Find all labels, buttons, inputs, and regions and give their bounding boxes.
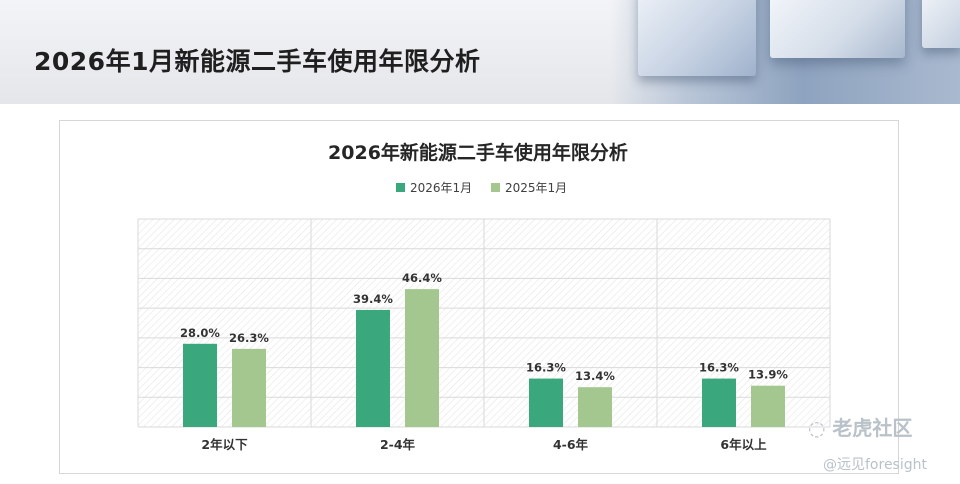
legend-label: 2026年1月: [410, 181, 472, 195]
data-label: 26.3%: [229, 331, 269, 345]
tiger-logo-icon: ◌: [808, 416, 833, 440]
x-tick-label: 2-4年: [380, 437, 416, 452]
legend-swatch: [491, 183, 500, 192]
bar-series-2: [578, 387, 612, 427]
data-label: 46.4%: [402, 271, 442, 285]
x-tick-label: 4-6年: [553, 437, 589, 452]
x-tick-label: 6年以上: [720, 437, 767, 452]
bar-series-2: [405, 289, 439, 427]
x-axis-ticks: 2年以下 2-4年 4-6年 6年以上: [201, 437, 767, 452]
watermark-brand-text: 老虎社区: [832, 416, 913, 440]
bar-series-2: [751, 385, 785, 427]
chart-title: 2026年新能源二手车使用年限分析: [328, 141, 628, 164]
page-title: 2026年1月新能源二手车使用年限分析: [34, 47, 481, 76]
legend-swatch: [396, 183, 405, 192]
bar-series-1: [356, 309, 390, 427]
bar-series-1: [183, 343, 217, 427]
x-tick-label: 2年以下: [201, 437, 248, 452]
data-label: 16.3%: [526, 361, 566, 375]
data-labels: 28.0% 26.3% 39.4% 46.4% 16.3% 13.4% 16.3% 13.9%: [180, 271, 788, 383]
data-label: 28.0%: [180, 326, 220, 340]
bars-group: [183, 289, 785, 427]
header-banner: 2026年1月新能源二手车使用年限分析: [0, 0, 960, 104]
chart-container: 2026年新能源二手车使用年限分析 2026年1月 2025年1月 28.0% 26…: [59, 120, 899, 474]
bar-series-1: [529, 378, 563, 427]
data-label: 39.4%: [353, 292, 393, 306]
cube-image: [922, 0, 960, 48]
legend-label: 2025年1月: [505, 181, 567, 195]
bar-series-1: [702, 378, 736, 427]
watermark-handle: @远见foresight: [823, 457, 927, 473]
data-label: 16.3%: [699, 361, 739, 375]
data-label: 13.4%: [575, 369, 615, 383]
cube-image: [770, 0, 905, 58]
data-label: 13.9%: [748, 368, 788, 382]
cube-image: [638, 0, 756, 76]
chart-legend: 2026年1月 2025年1月: [396, 181, 567, 195]
watermark-brand: ◌ 老虎社区: [808, 412, 912, 441]
bar-series-2: [232, 348, 266, 427]
bar-chart: 2026年新能源二手车使用年限分析 2026年1月 2025年1月 28.0% 26…: [137, 141, 831, 452]
banner-decoration: [610, 0, 960, 104]
